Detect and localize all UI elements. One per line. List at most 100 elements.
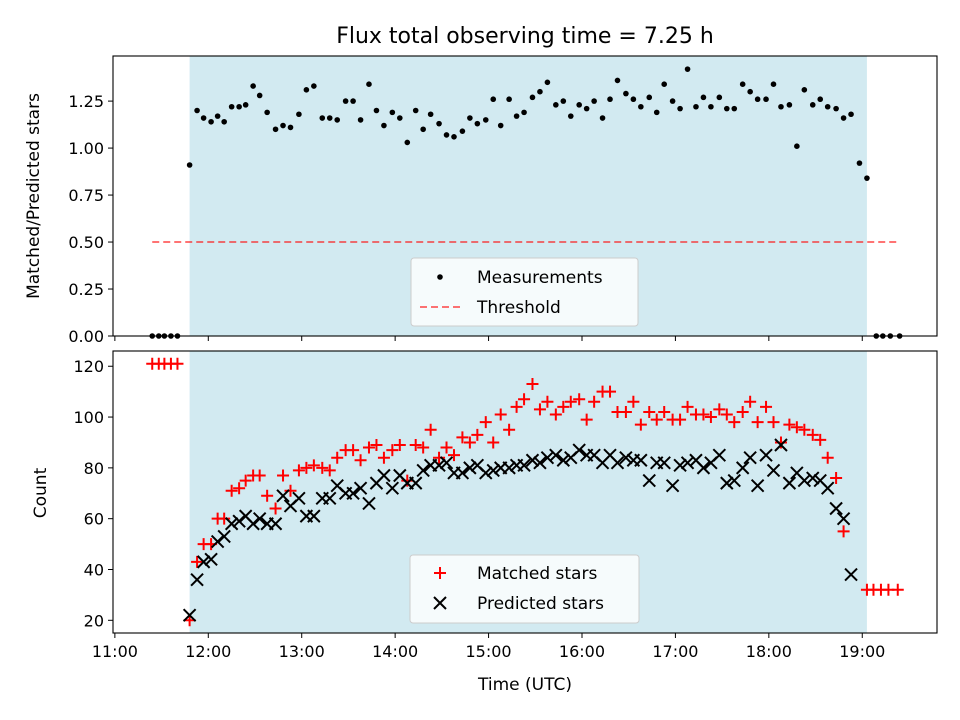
point-measurements [544,79,551,86]
point-predicted-stars [735,461,750,475]
point-measurements [778,103,784,110]
point-measurements [194,107,200,114]
x-axis-label: Time (UTC) [477,675,572,695]
point-predicted-stars [182,608,197,622]
point-matched-stars [347,444,360,457]
point-matched-stars [634,418,647,431]
point-matched-stars [720,408,733,421]
point-predicted-stars [385,481,400,495]
point-matched-stars [409,439,422,451]
point-matched-stars [331,451,344,464]
point-predicted-stars [829,501,843,516]
point-measurements [646,94,653,101]
point-matched-stars [377,451,390,464]
point-measurements [296,111,302,118]
point-measurements [334,117,341,123]
point-measurements [537,88,543,95]
bottom-y-axis-label: Count [31,467,51,518]
point-matched-stars [323,464,336,477]
point-measurements [319,115,326,121]
point-measurements [420,126,426,133]
point-measurements [264,109,270,116]
point-matched-stars [433,451,446,464]
point-matched-stars [269,502,282,515]
point-measurements [373,107,380,114]
top-legend-box [410,257,639,327]
point-matched-stars [401,474,414,487]
point-predicted-stars [665,478,680,493]
bottom-y-tick-label: 80 [84,459,104,478]
top-y-axis-label: Matched/Predicted stars [24,93,44,299]
point-matched-stars [284,484,297,497]
point-predicted-stars [416,463,430,478]
bottom-y-tick-label: 40 [84,560,104,579]
x-tick-label: 11:00 [92,642,138,661]
point-matched-stars [674,413,687,426]
point-matched-stars [573,393,586,406]
bottom-plot-frame [112,350,938,634]
top-plot-frame [112,55,938,337]
chart-title: Flux total observing time = 7.25 h [336,24,714,49]
point-matched-stars [806,428,819,441]
point-measurements [256,92,263,99]
point-matched-stars [814,433,827,446]
point-matched-stars [821,451,834,464]
point-predicted-stars [759,448,773,462]
point-predicted-stars [246,517,260,531]
point-matched-stars [627,395,640,408]
point-measurements [389,109,396,116]
point-predicted-stars [232,514,246,528]
point-predicted-stars [439,456,454,470]
point-predicted-stars [190,572,204,587]
point-measurements [521,109,527,116]
point-matched-stars [580,413,593,426]
point-measurements [661,81,668,87]
point-predicted-stars [657,456,671,470]
point-predicted-stars [307,509,321,523]
top-legend: Measurements Threshold [410,257,639,327]
point-measurements [576,102,582,108]
point-matched-stars [760,400,773,413]
point-predicted-stars [696,461,711,475]
point-measurements [567,113,574,119]
point-predicted-stars [572,443,586,457]
point-predicted-stars [610,456,625,470]
point-matched-stars [767,416,780,429]
point-measurements [381,122,387,129]
top-y-tick-label: 1.00 [68,139,104,158]
point-matched-stars [774,436,787,449]
point-matched-stars [526,378,539,391]
point-measurements [747,88,753,95]
point-measurements [214,113,221,119]
point-matched-stars [307,459,320,472]
point-matched-stars [218,512,231,525]
point-measurements [272,126,279,133]
point-measurements [693,103,699,110]
point-matched-stars [440,441,453,454]
point-predicted-stars [408,476,423,490]
point-matched-stars [891,583,904,596]
point-predicted-stars [836,511,851,526]
point-measurements [794,143,800,150]
point-predicted-stars [720,476,734,490]
point-matched-stars [533,403,546,416]
point-matched-stars [681,400,694,413]
point-matched-stars [549,408,562,421]
point-matched-stars [393,439,406,451]
point-measurements [436,120,442,127]
point-measurements [280,122,286,129]
point-matched-stars [479,416,492,429]
point-measurements [186,162,193,168]
point-measurements [786,102,793,108]
bottom-y-tick-label: 20 [84,611,104,630]
point-matched-stars [471,428,484,441]
point-measurements [350,98,356,104]
point-matched-stars [191,555,204,568]
x-tick-label: 12:00 [185,642,231,661]
point-predicted-stars [210,534,225,549]
point-predicted-stars [619,450,633,465]
point-matched-stars [225,484,238,497]
point-measurements [474,120,481,127]
legend-marker-predicted [433,596,447,610]
point-measurements [451,134,457,140]
